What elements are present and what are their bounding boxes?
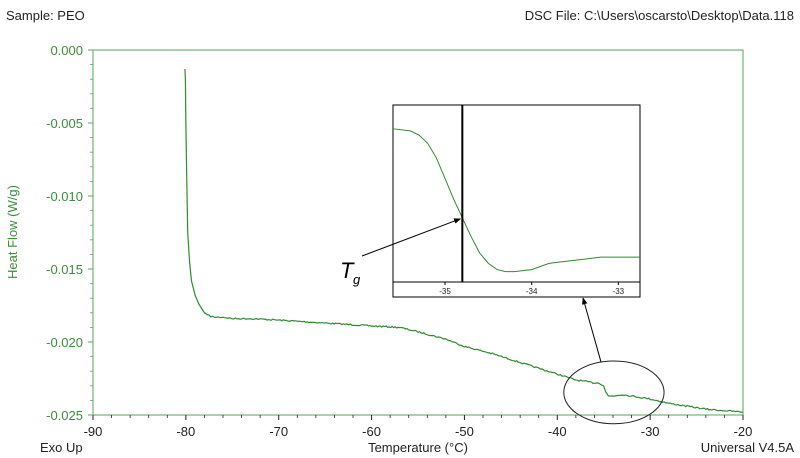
sample-label: Sample: PEO <box>6 8 85 23</box>
y-tick-label: -0.010 <box>46 189 83 204</box>
x-tick-label: -20 <box>734 424 753 439</box>
x-tick-label: -80 <box>176 424 195 439</box>
x-axis-label: Temperature (°C) <box>368 440 468 455</box>
tg-region-ellipse <box>563 360 665 425</box>
x-tick-label: -50 <box>455 424 474 439</box>
y-tick-label: -0.020 <box>46 335 83 350</box>
x-tick-label: -90 <box>84 424 103 439</box>
y-tick-label: 0.000 <box>50 43 83 58</box>
file-label: DSC File: C:\Users\oscarsto\Desktop\Data… <box>525 8 794 23</box>
y-axis-label: Heat Flow (W/g) <box>5 185 20 279</box>
inset-x-tick-label: -34 <box>526 287 538 296</box>
version-label: Universal V4.5A <box>701 440 795 455</box>
y-tick-label: -0.005 <box>46 116 83 131</box>
main-plot: -90 -80 -70 -60 -50 -40 -30 -20 0.000 -0.005 -0.01… <box>46 43 752 439</box>
annotations: T g <box>340 218 602 363</box>
y-tick-label: -0.025 <box>46 408 83 423</box>
zoom-arrow <box>582 297 602 363</box>
inset-x-tick-label: -33 <box>613 287 625 296</box>
x-tick-label: -30 <box>641 424 660 439</box>
plot-frame <box>92 49 744 416</box>
y-tick-label: -0.015 <box>46 262 83 277</box>
x-tick-label: -60 <box>362 424 381 439</box>
tg-subscript: g <box>353 272 361 287</box>
inset-x-tick-label: -35 <box>439 287 451 296</box>
tg-arrow <box>361 218 461 257</box>
x-tick-label: -40 <box>548 424 567 439</box>
inset-curve <box>392 128 640 273</box>
exo-up-label: Exo Up <box>40 440 83 455</box>
inset-plot: -35 -34 -33 <box>392 104 641 298</box>
tg-label: T <box>340 258 355 283</box>
x-tick-label: -70 <box>269 424 288 439</box>
inset-frame <box>392 104 641 298</box>
heat-flow-curve <box>184 68 744 413</box>
